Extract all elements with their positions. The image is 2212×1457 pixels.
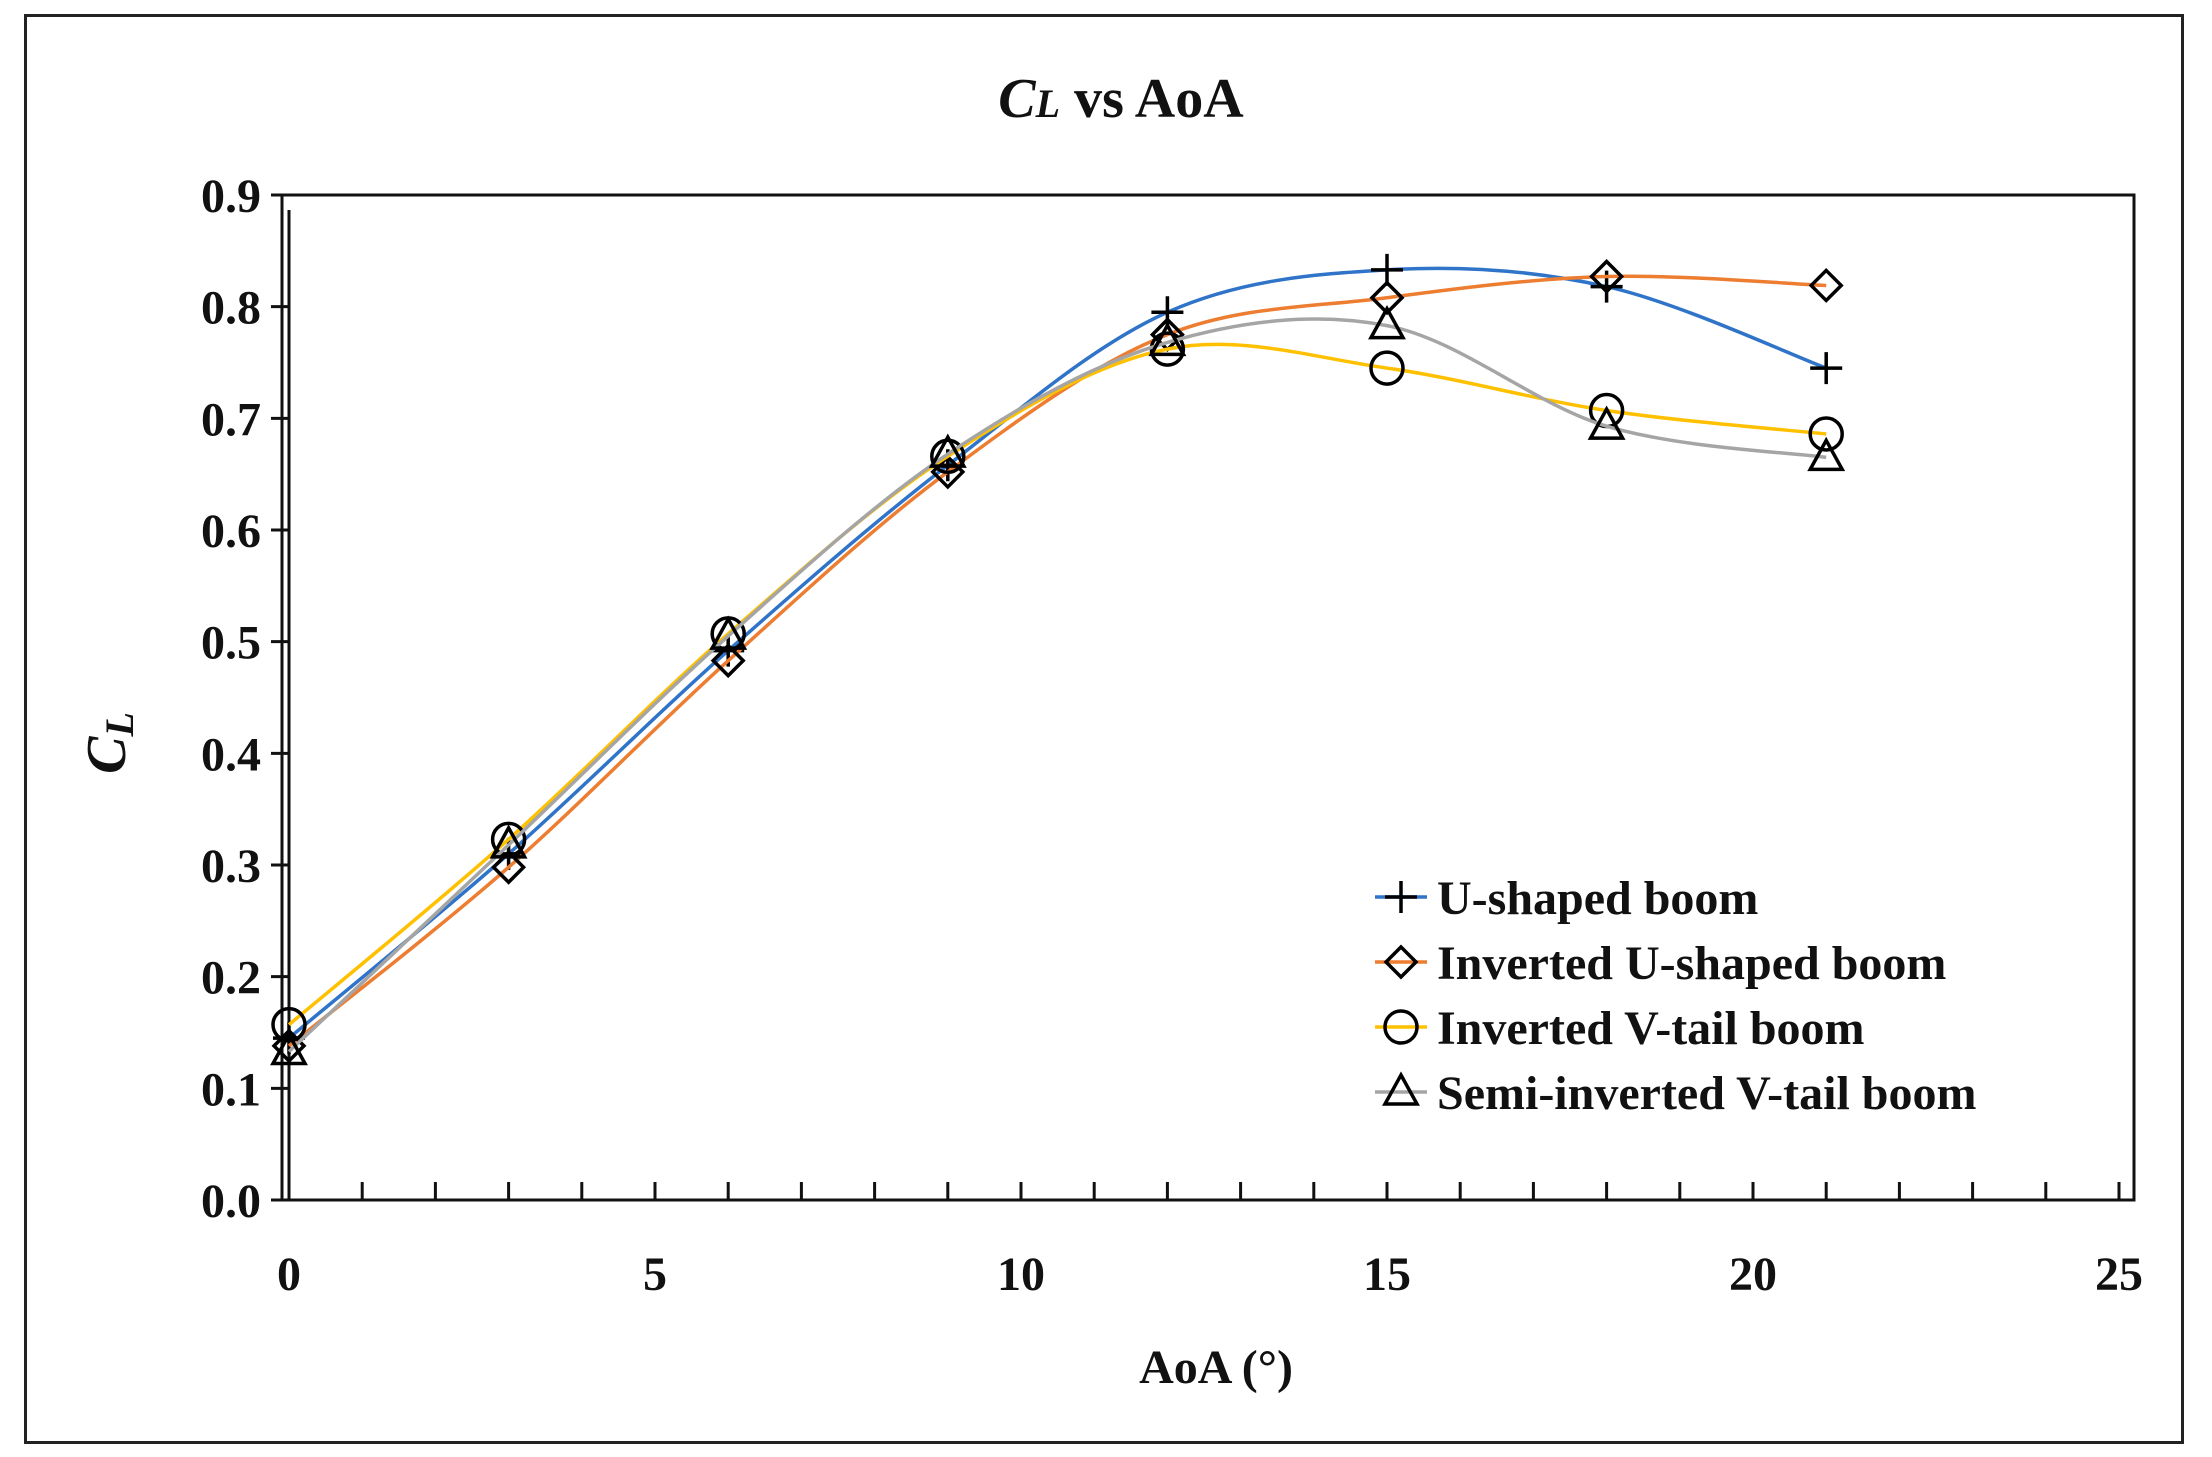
x-tick-label: 25: [2095, 1248, 2143, 1301]
x-tick-label: 10: [997, 1248, 1045, 1301]
chart-svg: CL vs AoA 0.00.10.20.30.40.50.60.70.80.9…: [76, 68, 2143, 1394]
data-point: [271, 1006, 307, 1043]
data-point: [928, 433, 967, 468]
data-point: [1808, 267, 1844, 303]
data-point: [1587, 405, 1626, 440]
series-line: [287, 342, 1827, 1027]
y-tick-label: 0.0: [201, 1175, 261, 1228]
x-tick-label: 15: [1363, 1248, 1411, 1301]
data-point: [1589, 259, 1625, 294]
x-tick-label: 5: [643, 1248, 667, 1301]
y-axis-label: CL: [76, 712, 142, 774]
y-tick-label: 0.7: [201, 393, 261, 446]
legend-marker: [1383, 1009, 1419, 1045]
y-tick-label: 0.9: [201, 170, 261, 223]
legend-marker: [1383, 944, 1419, 980]
legend-label: U-shaped boom: [1437, 872, 1758, 925]
data-point: [709, 615, 748, 650]
legend-label: Semi-inverted V-tail boom: [1437, 1067, 1977, 1120]
data-point: [1369, 350, 1405, 386]
title-rest: vs AoA: [1060, 68, 1244, 130]
legend-marker: [1385, 881, 1417, 913]
x-tick-label: 20: [1729, 1248, 1777, 1301]
data-point: [1808, 416, 1844, 452]
data-point: [1369, 280, 1405, 316]
series-1: [273, 253, 1843, 1055]
y-label-subscript: L: [97, 712, 142, 737]
legend-label: Inverted U-shaped boom: [1437, 937, 1946, 990]
data-point: [270, 1030, 308, 1066]
title-subscript: L: [1035, 81, 1060, 126]
y-tick-label: 0.8: [201, 282, 261, 335]
legend-entry: Inverted V-tail boom: [1375, 1002, 1865, 1055]
data-point: [1368, 305, 1406, 340]
y-tick-label: 0.5: [201, 617, 261, 670]
data-point: [1148, 321, 1187, 357]
data-point: [1807, 436, 1846, 472]
title-symbol: C: [998, 68, 1036, 130]
y-tick-label: 0.2: [201, 952, 261, 1005]
legend: U-shaped boom Inverted U-shaped boom Inver…: [1375, 872, 1977, 1120]
legend-label: Inverted V-tail boom: [1437, 1002, 1865, 1055]
data-point: [489, 824, 528, 859]
legend-entry: U-shaped boom: [1375, 872, 1758, 925]
series-line: [287, 274, 1827, 1048]
y-tick-label: 0.1: [201, 1063, 261, 1116]
data-point: [491, 849, 527, 885]
legend-marker: [1382, 1071, 1420, 1106]
chart-title: CL vs AoA: [998, 68, 1244, 130]
figure-frame: CL vs AoA 0.0 0.1 0.2 0.3 0.4 0.5 0.6 0.7 0.8 0.9…: [24, 14, 2184, 1444]
y-axis: 0.0 0.1 0.2 0.3 0.4 0.5 0.6 0.7 0.8 0.9: [201, 170, 291, 1228]
x-axis-label: AoA (°): [1139, 1341, 1293, 1394]
y-label-symbol: C: [76, 736, 138, 774]
data-point: [710, 643, 746, 679]
series-4: [270, 305, 1846, 1066]
y-tick-label: 0.3: [201, 840, 261, 893]
x-tick-label: 0: [277, 1248, 301, 1301]
y-tick-label: 0.6: [201, 505, 261, 558]
y-tick-label: 0.4: [201, 728, 261, 781]
series-layer: [270, 253, 1846, 1066]
x-axis: 0 5 10 15 20 25: [271, 1182, 2143, 1301]
data-point: [1810, 352, 1843, 385]
legend-entry: Semi-inverted V-tail boom: [1375, 1067, 1977, 1120]
legend-entry: Inverted U-shaped boom: [1375, 937, 1946, 990]
